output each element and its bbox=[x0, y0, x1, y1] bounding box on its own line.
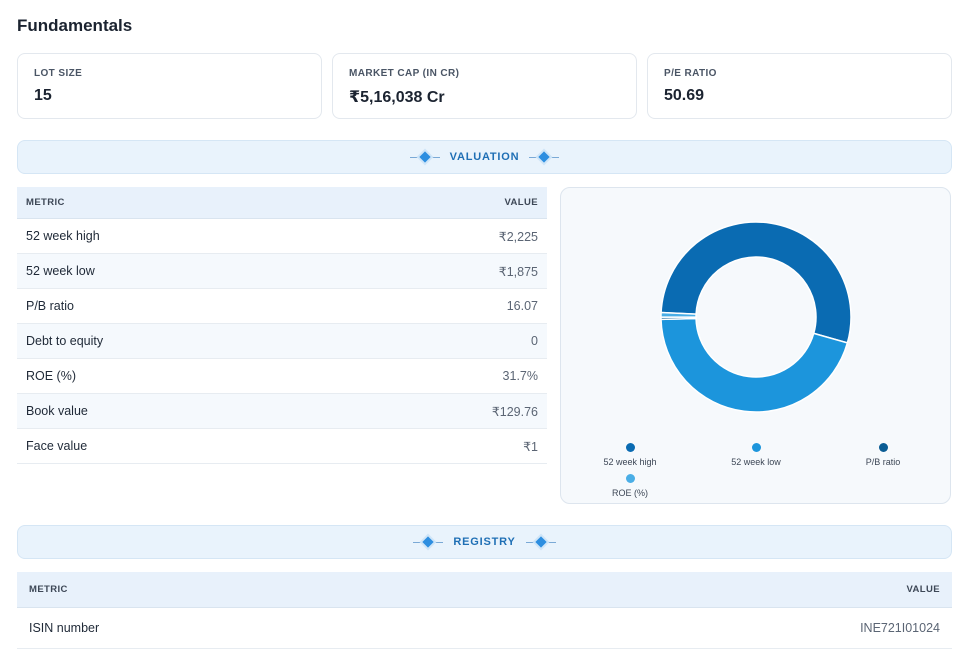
diamond-icon bbox=[422, 536, 435, 548]
donut-slice-52-week-high[interactable] bbox=[660, 221, 852, 344]
card-value: 50.69 bbox=[664, 87, 705, 104]
registry-heading: REGISTRY bbox=[453, 536, 516, 548]
ornament-left bbox=[413, 536, 444, 548]
value-cell: ₹2,225 bbox=[333, 218, 547, 254]
legend-label: ROE (%) bbox=[612, 488, 648, 498]
legend-dot bbox=[625, 474, 635, 483]
legend-label: P/B ratio bbox=[865, 457, 901, 467]
donut-slice-52-week-low[interactable] bbox=[660, 317, 849, 413]
metric-cell: 52 week low bbox=[17, 253, 334, 289]
valuation-heading: VALUATION bbox=[449, 151, 520, 163]
card-label: P/E RATIO bbox=[664, 68, 717, 79]
legend-item-52-week-low[interactable]: 52 week low bbox=[716, 443, 796, 467]
valuation-band: VALUATION bbox=[17, 140, 952, 174]
legend-item-roe[interactable]: ROE (%) bbox=[590, 474, 670, 498]
card-value: 15 bbox=[34, 87, 52, 104]
table-row: 52 week low ₹1,875 bbox=[17, 253, 547, 289]
donut-chart bbox=[660, 221, 852, 413]
column-header-metric: METRIC bbox=[17, 572, 462, 608]
legend-dot bbox=[878, 443, 888, 452]
table-row: ISIN number INE721I01024 bbox=[17, 607, 952, 649]
legend-item-52-week-high[interactable]: 52 week high bbox=[590, 443, 670, 467]
table-row: P/B ratio 16.07 bbox=[17, 288, 547, 324]
metric-cell: P/B ratio bbox=[17, 288, 334, 324]
registry-table: METRIC VALUE ISIN number INE721I01024 bbox=[17, 572, 952, 649]
value-cell: ₹129.76 bbox=[333, 393, 547, 429]
metric-cell: Face value bbox=[17, 428, 334, 464]
metric-cell: ISIN number bbox=[17, 607, 462, 649]
column-header-value: VALUE bbox=[461, 572, 952, 608]
metric-cell: 52 week high bbox=[17, 218, 334, 254]
table-row: Book value ₹129.76 bbox=[17, 393, 547, 429]
column-header-value: VALUE bbox=[333, 187, 547, 219]
valuation-table: METRIC VALUE 52 week high ₹2,225 52 week … bbox=[17, 187, 547, 464]
diamond-icon bbox=[534, 536, 547, 548]
table-header-row: METRIC VALUE bbox=[17, 572, 952, 608]
ornament-right bbox=[529, 151, 560, 163]
table-row: Debt to equity 0 bbox=[17, 323, 547, 359]
value-cell: 16.07 bbox=[333, 288, 547, 324]
card-label: MARKET CAP (IN CR) bbox=[349, 68, 460, 79]
metric-cell: ROE (%) bbox=[17, 358, 334, 394]
column-header-metric: METRIC bbox=[17, 187, 334, 219]
ornament-left bbox=[409, 151, 440, 163]
value-cell: 31.7% bbox=[333, 358, 547, 394]
value-cell: ₹1 bbox=[333, 428, 547, 464]
table-row: 52 week high ₹2,225 bbox=[17, 218, 547, 254]
legend-item-pb-ratio[interactable]: P/B ratio bbox=[843, 443, 923, 467]
card-label: LOT SIZE bbox=[34, 68, 83, 79]
registry-band: REGISTRY bbox=[17, 525, 952, 559]
section-title: Fundamentals bbox=[17, 16, 133, 35]
diamond-icon bbox=[538, 151, 551, 163]
valuation-chart-card: 52 week high 52 week low P/B ratio ROE (… bbox=[560, 187, 951, 504]
legend-dot bbox=[625, 443, 635, 452]
table-header-row: METRIC VALUE bbox=[17, 187, 547, 219]
metric-cell: Book value bbox=[17, 393, 334, 429]
table-row: ROE (%) 31.7% bbox=[17, 358, 547, 394]
card-value: ₹5,16,038 Cr bbox=[349, 89, 445, 106]
market-cap-card: MARKET CAP (IN CR) ₹5,16,038 Cr bbox=[332, 53, 637, 119]
donut-slice-roe[interactable] bbox=[660, 311, 697, 318]
lot-size-card: LOT SIZE 15 bbox=[17, 53, 322, 119]
legend-label: 52 week low bbox=[731, 457, 781, 467]
legend-dot bbox=[751, 443, 761, 452]
table-row: Face value ₹1 bbox=[17, 428, 547, 464]
metric-cell: Debt to equity bbox=[17, 323, 334, 359]
diamond-icon bbox=[418, 151, 431, 163]
value-cell: ₹1,875 bbox=[333, 253, 547, 289]
legend-label: 52 week high bbox=[603, 457, 657, 467]
value-cell: INE721I01024 bbox=[461, 607, 952, 649]
ornament-right bbox=[525, 536, 556, 548]
value-cell: 0 bbox=[333, 323, 547, 359]
pe-ratio-card: P/E RATIO 50.69 bbox=[647, 53, 952, 119]
